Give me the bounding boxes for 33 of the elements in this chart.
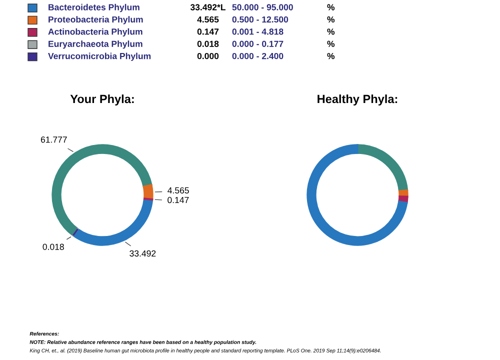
- text: %: [327, 52, 335, 60]
- text: 0.001 - 4.818: [232, 28, 284, 35]
- text: 33.492*L: [190, 4, 226, 10]
- text: 0.500 - 12.500: [232, 16, 288, 23]
- donut-slice: [356, 144, 408, 192]
- text: %: [327, 28, 335, 35]
- chart-title: Your Phyla:: [70, 94, 134, 106]
- text: 0.147: [197, 28, 219, 35]
- text: 0.000 - 2.400: [232, 52, 284, 60]
- donut-slice: [52, 144, 152, 236]
- text: 0.000: [197, 52, 219, 60]
- text: 0.018: [197, 40, 219, 47]
- category-label: Euryarchaeota Phylum: [48, 40, 142, 49]
- text: %: [327, 4, 335, 10]
- donut-slice: [142, 184, 154, 200]
- data-label: 4.565: [168, 187, 189, 194]
- text: 0.000 - 0.177: [232, 40, 284, 47]
- data-label: 0.147: [168, 196, 189, 204]
- data-label: 0.018: [42, 244, 64, 250]
- category-label: Proteobacteria Phylum: [48, 16, 143, 24]
- donut-slice: [72, 228, 79, 236]
- text: 50.000 - 95.000: [232, 4, 293, 10]
- category-label: Verrucomicrobia Phylum: [48, 52, 151, 61]
- text: %: [327, 16, 335, 23]
- data-label: 33.492: [130, 250, 156, 257]
- text: 4.565: [197, 16, 219, 23]
- chart-title: Healthy Phyla:: [318, 94, 398, 106]
- category-label: Actinobacteria Phylum: [48, 28, 142, 36]
- text: %: [327, 40, 335, 47]
- donut-slice: [72, 198, 154, 246]
- category-label: Bacteroidetes Phylum: [48, 4, 140, 12]
- data-label: 61.777: [40, 136, 67, 143]
- donut-slice: [306, 144, 408, 246]
